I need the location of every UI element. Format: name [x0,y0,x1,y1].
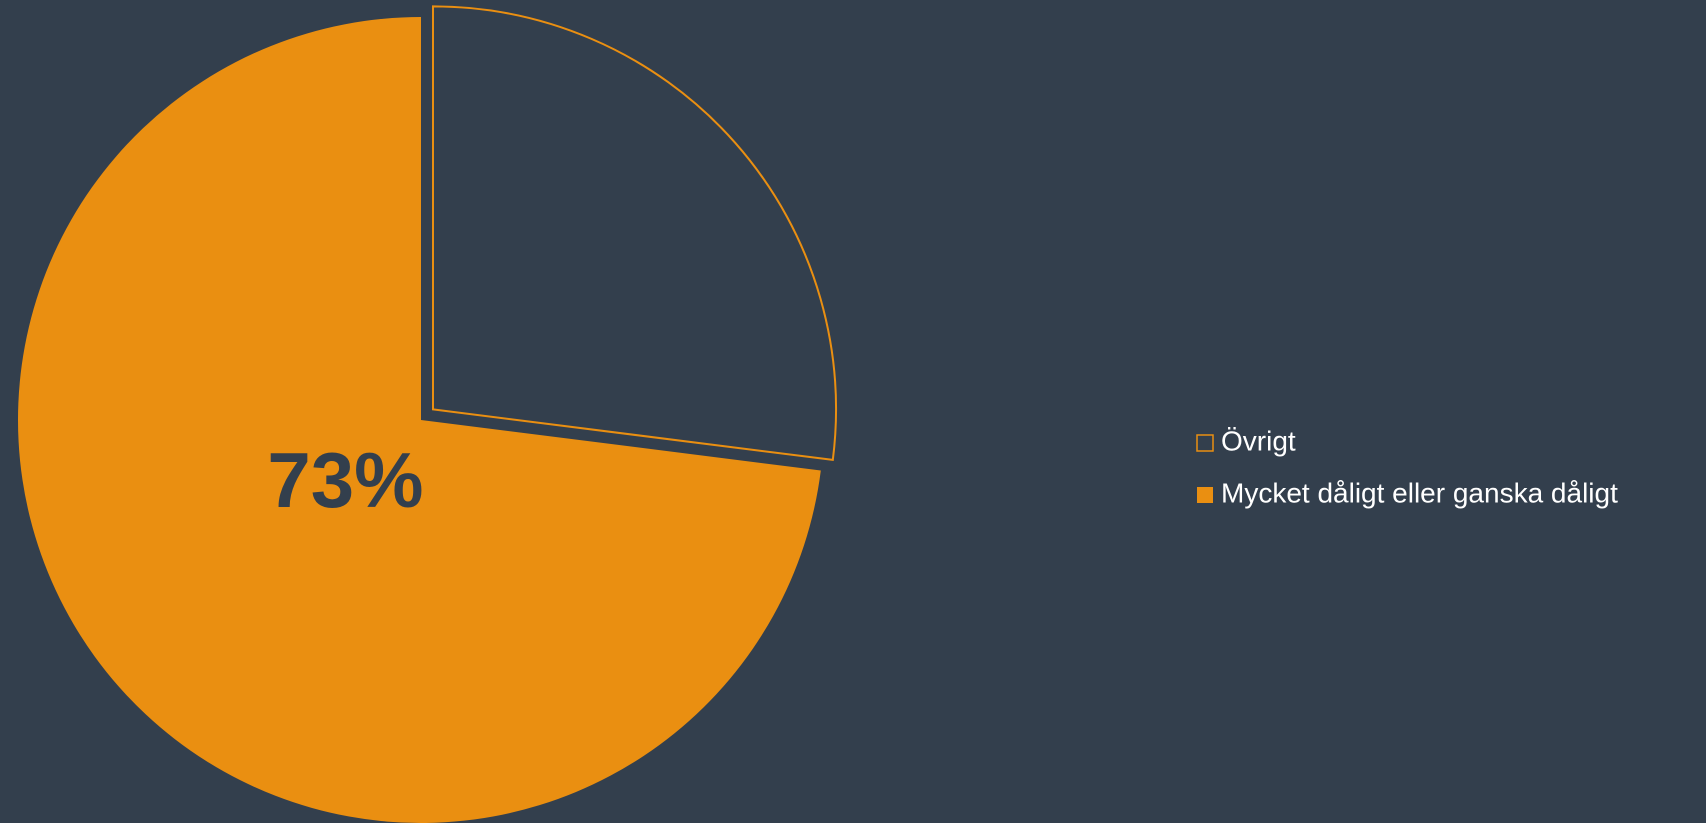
pie-slice [432,5,838,462]
value-label: 73% [267,436,423,524]
legend-swatch [1196,434,1214,452]
legend-label: Mycket dåligt eller ganska dåligt [1221,477,1618,508]
pie-slice [18,17,821,823]
legend-label: Övrigt [1221,425,1296,456]
legend-swatch [1197,487,1213,503]
